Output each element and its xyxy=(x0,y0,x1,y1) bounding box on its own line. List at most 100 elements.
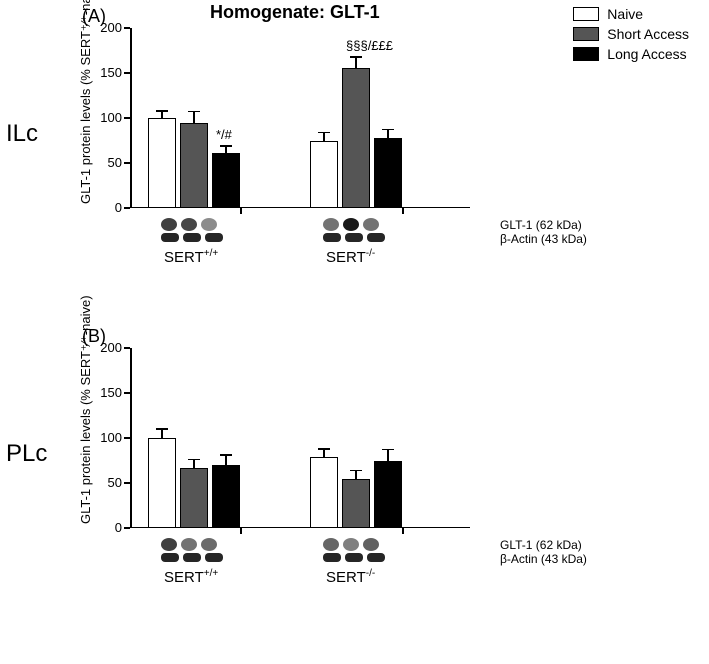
y-tick xyxy=(124,72,130,74)
error-cap xyxy=(220,454,232,456)
y-axis-label: GLT-1 protein levels (% SERT⁺⁄⁺-naive) xyxy=(78,295,94,524)
error-bar xyxy=(387,130,389,138)
legend-label: Short Access xyxy=(607,26,689,42)
blot-band xyxy=(183,553,201,562)
bar xyxy=(342,479,370,529)
blot-band xyxy=(323,233,341,242)
blot-spot xyxy=(363,218,379,231)
blot-row-glt xyxy=(323,218,379,231)
blot-spot xyxy=(343,218,359,231)
y-tick xyxy=(124,117,130,119)
bar xyxy=(310,141,338,208)
legend-label: Long Access xyxy=(607,46,686,62)
y-tick xyxy=(124,392,130,394)
y-tick xyxy=(124,162,130,164)
error-bar xyxy=(225,455,227,465)
legend-swatch xyxy=(573,7,599,21)
bar xyxy=(342,68,370,208)
blot-band xyxy=(323,553,341,562)
blot-band xyxy=(183,233,201,242)
side-label-b: PLc xyxy=(6,440,47,468)
y-tick xyxy=(124,527,130,529)
blot-spot xyxy=(181,538,197,551)
blot-band xyxy=(367,233,385,242)
chart-b: 050100150200GLT-1 protein levels (% SERT… xyxy=(130,348,470,528)
blot-spot xyxy=(363,538,379,551)
significance-marker: */# xyxy=(216,127,232,142)
blot-band xyxy=(367,553,385,562)
legend-swatch xyxy=(573,27,599,41)
y-tick xyxy=(124,437,130,439)
bar xyxy=(212,153,240,208)
blot-label-glt: GLT-1 (62 kDa) xyxy=(500,538,582,552)
genotype-label: SERT+/+ xyxy=(164,248,218,266)
bar xyxy=(374,461,402,529)
x-tick xyxy=(240,528,242,534)
significance-marker: §§§/£££ xyxy=(346,38,393,53)
error-bar xyxy=(193,460,195,468)
blot-row-actin xyxy=(323,233,385,242)
error-cap xyxy=(156,428,168,430)
y-tick xyxy=(124,27,130,29)
error-bar xyxy=(161,429,163,438)
blot-band xyxy=(161,553,179,562)
error-cap xyxy=(382,449,394,451)
error-bar xyxy=(387,450,389,461)
blot-label-actin: β-Actin (43 kDa) xyxy=(500,232,587,246)
error-cap xyxy=(350,56,362,58)
blot-band xyxy=(205,553,223,562)
error-bar xyxy=(323,132,325,141)
error-cap xyxy=(318,448,330,450)
error-bar xyxy=(355,57,357,68)
x-tick xyxy=(402,208,404,214)
legend: Naive Short Access Long Access xyxy=(573,6,689,66)
bar xyxy=(180,468,208,528)
blot-row-glt xyxy=(161,218,217,231)
error-cap xyxy=(220,145,232,147)
blot-spot xyxy=(323,218,339,231)
genotype-label: SERT+/+ xyxy=(164,568,218,586)
bar xyxy=(310,457,338,528)
y-axis-label: GLT-1 protein levels (% SERT⁺⁄⁺-naive) xyxy=(78,0,94,204)
x-tick xyxy=(240,208,242,214)
blot-row-glt xyxy=(323,538,379,551)
error-cap xyxy=(188,111,200,113)
blot-spot xyxy=(201,538,217,551)
x-tick xyxy=(402,528,404,534)
y-axis xyxy=(130,28,132,208)
error-cap xyxy=(382,129,394,131)
blot-label-glt: GLT-1 (62 kDa) xyxy=(500,218,582,232)
blot-row-actin xyxy=(323,553,385,562)
error-bar xyxy=(193,112,195,124)
blot-spot xyxy=(343,538,359,551)
bar xyxy=(148,438,176,528)
blot-row-glt xyxy=(161,538,217,551)
blot-band xyxy=(345,233,363,242)
legend-label: Naive xyxy=(607,6,643,22)
genotype-label: SERT-/- xyxy=(326,568,375,586)
blot-spot xyxy=(181,218,197,231)
blot-row-actin xyxy=(161,233,223,242)
blot-spot xyxy=(201,218,217,231)
figure-root: Homogenate: GLT-1 Naive Short Access Long … xyxy=(0,0,709,664)
blot-row-actin xyxy=(161,553,223,562)
blot-band xyxy=(205,233,223,242)
bar xyxy=(212,465,240,528)
y-tick xyxy=(124,207,130,209)
error-bar xyxy=(161,111,163,118)
y-tick xyxy=(124,347,130,349)
error-cap xyxy=(318,132,330,134)
error-bar xyxy=(225,146,227,153)
error-bar xyxy=(323,449,325,457)
blot-band xyxy=(161,233,179,242)
y-tick xyxy=(124,482,130,484)
blot-spot xyxy=(161,218,177,231)
legend-swatch xyxy=(573,47,599,61)
blot-label-actin: β-Actin (43 kDa) xyxy=(500,552,587,566)
bar xyxy=(148,118,176,208)
y-axis xyxy=(130,348,132,528)
error-cap xyxy=(188,459,200,461)
figure-title: Homogenate: GLT-1 xyxy=(210,2,380,23)
legend-item: Long Access xyxy=(573,46,689,62)
error-cap xyxy=(156,110,168,112)
